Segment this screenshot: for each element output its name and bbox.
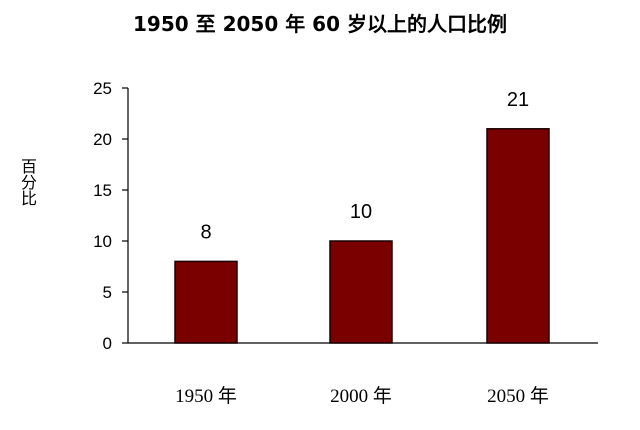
- x-category-label: 2000 年: [330, 385, 392, 407]
- y-tick-label: 10: [93, 232, 112, 251]
- y-axis-label: 百分比: [18, 158, 37, 206]
- bar: [174, 260, 238, 344]
- data-label: 8: [200, 221, 211, 243]
- data-label: 21: [507, 89, 529, 111]
- y-tick-label: 20: [93, 130, 112, 149]
- y-tick-label: 25: [93, 79, 112, 98]
- chart-title: 1950 至 2050 年 60 岁以上的人口比例: [133, 12, 507, 36]
- y-tick-label: 5: [103, 283, 112, 302]
- bar: [329, 240, 393, 344]
- x-category-label: 2050 年: [487, 385, 549, 407]
- x-category-label: 1950 年: [175, 385, 237, 407]
- bar: [486, 128, 550, 344]
- y-tick-label: 15: [93, 181, 112, 200]
- data-label: 10: [350, 201, 372, 223]
- y-tick-label: 0: [103, 334, 112, 353]
